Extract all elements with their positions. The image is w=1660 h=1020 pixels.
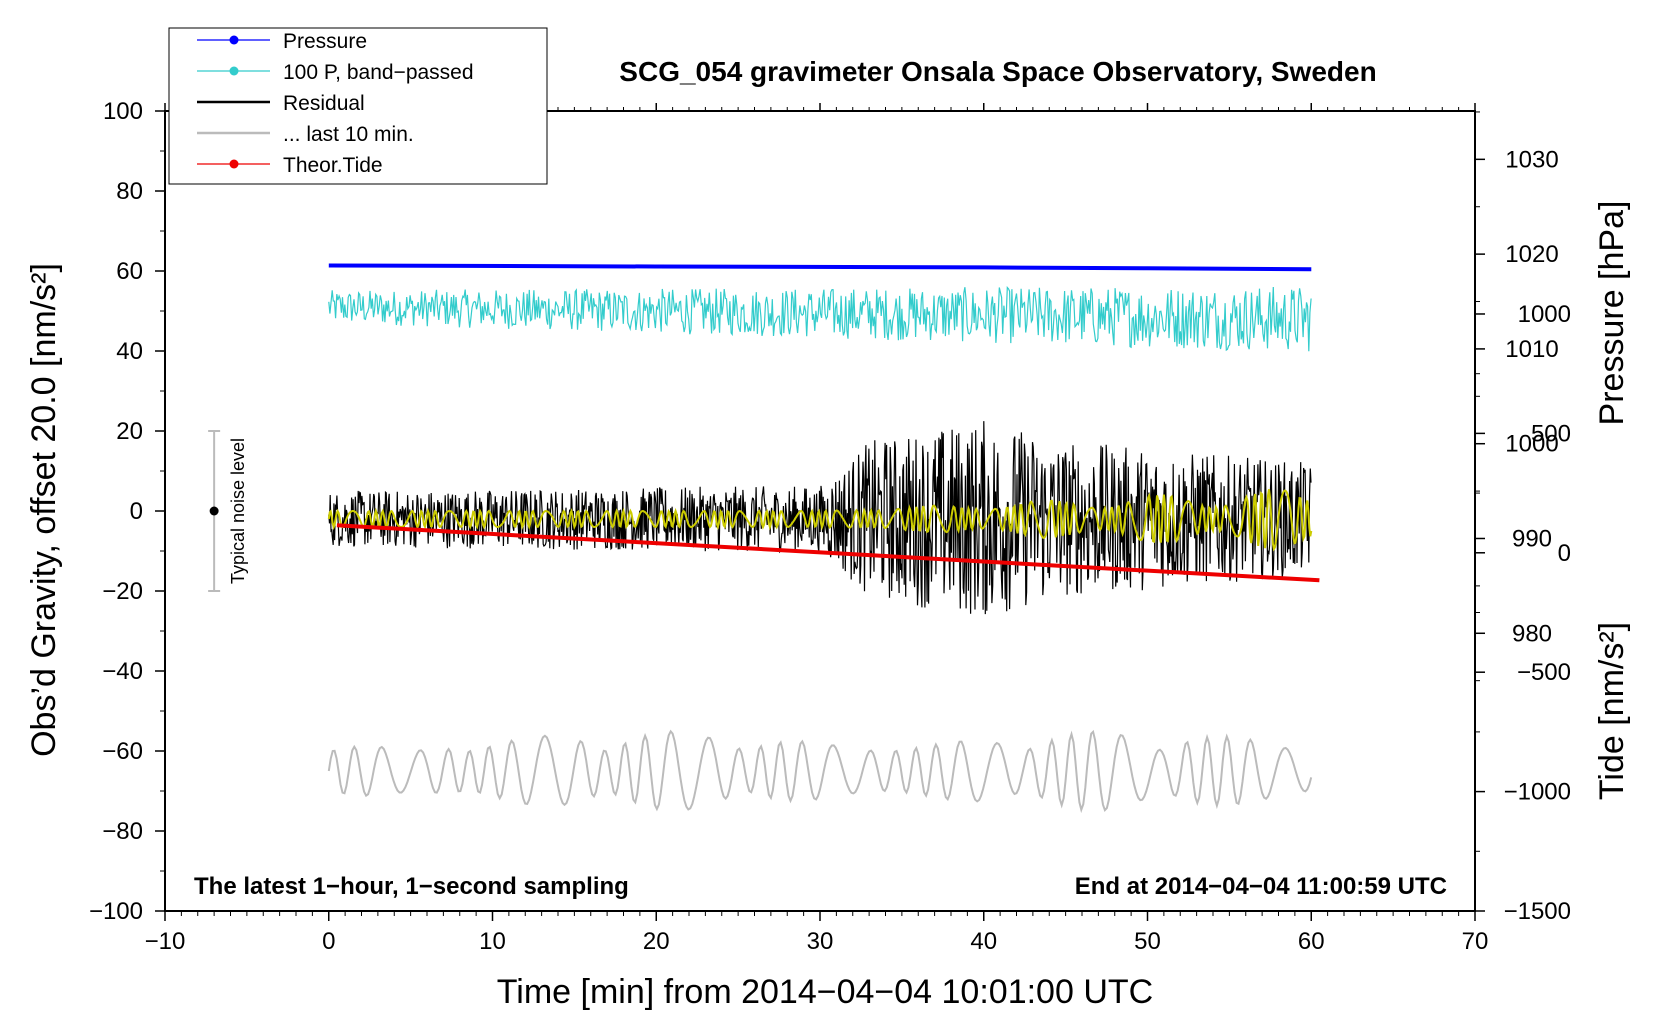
legend-label: Pressure — [283, 30, 367, 53]
legend-marker — [229, 159, 239, 169]
series-pressure — [328, 263, 1312, 272]
series-theoretical-tide — [336, 523, 1320, 583]
chart-title: SCG_054 gravimeter Onsala Space Observat… — [619, 56, 1376, 87]
pressure-tick-label: 1020 — [1505, 241, 1558, 268]
x-tick-label: 20 — [643, 928, 670, 955]
pressure-tick-label: 1030 — [1505, 146, 1558, 173]
x-tick-label: 70 — [1462, 928, 1489, 955]
y-tick-label: −100 — [89, 898, 143, 925]
series-last-10-min — [327, 729, 1313, 814]
y-tick-label: −80 — [102, 818, 143, 845]
y-tick-label: 80 — [116, 178, 143, 205]
series-band-passed-pressure — [328, 286, 1312, 352]
tide-tick-label: 500 — [1531, 420, 1571, 447]
y-tick-label: 40 — [116, 338, 143, 365]
tide-tick-label: 1000 — [1518, 301, 1571, 328]
y-axis-title-tide: Tide [nm/s²] — [1593, 622, 1631, 800]
pressure-tick-label: 980 — [1512, 620, 1552, 647]
legend-label: ... last 10 min. — [283, 123, 414, 146]
y-tick-label: −20 — [102, 578, 143, 605]
y-tick-label: 0 — [130, 498, 143, 525]
x-tick-label: 0 — [322, 928, 335, 955]
x-tick-label: 10 — [479, 928, 506, 955]
y-tick-label: 20 — [116, 418, 143, 445]
legend-label: Residual — [283, 92, 365, 115]
x-tick-label: 60 — [1298, 928, 1325, 955]
series-residual-smoothed — [327, 489, 1313, 552]
y-axis-title-pressure: Pressure [hPa] — [1593, 201, 1631, 426]
legend-label: 100 P, band−passed — [283, 61, 474, 84]
end-time-note: End at 2014−04−04 11:00:59 UTC — [1075, 873, 1447, 900]
x-axis-title: Time [min] from 2014−04−04 10:01:00 UTC — [497, 973, 1153, 1011]
legend-box — [168, 27, 548, 185]
pressure-tick-label: 990 — [1512, 525, 1552, 552]
tide-tick-label: −500 — [1517, 659, 1571, 686]
y-tick-label: −60 — [102, 738, 143, 765]
sampling-note: The latest 1−hour, 1−second sampling — [194, 873, 629, 900]
noise-level-marker: Typical noise level — [208, 430, 248, 592]
pressure-tick-label: 1010 — [1505, 336, 1558, 363]
axis-ticks: −10 0 10 20 30 40 50 60 70−100−80−60−40−20020406… — [89, 98, 1571, 955]
x-tick-label: 30 — [807, 928, 834, 955]
x-tick-label: −10 — [145, 928, 186, 955]
legend: Pressure 100 P, band−passed Residual ... la… — [168, 27, 548, 185]
y-tick-label: 100 — [103, 98, 143, 125]
tide-tick-label: 0 — [1558, 540, 1571, 567]
y-axis-title-left: Obs’d Gravity, offset 20.0 [nm/s²] — [25, 263, 63, 757]
x-tick-label: 40 — [970, 928, 997, 955]
legend-marker — [229, 66, 239, 76]
data-series — [327, 263, 1320, 814]
noise-point — [209, 506, 219, 516]
legend-marker — [229, 35, 239, 45]
plot-frame — [164, 110, 1476, 912]
tide-tick-label: −1000 — [1504, 779, 1571, 806]
y-tick-label: −40 — [102, 658, 143, 685]
x-tick-label: 50 — [1134, 928, 1161, 955]
tide-tick-label: −1500 — [1504, 898, 1571, 925]
y-tick-label: 60 — [116, 258, 143, 285]
legend-label: Theor.Tide — [283, 154, 383, 177]
noise-label: Typical noise level — [228, 438, 248, 584]
pressure-tick-label: 1000 — [1505, 431, 1558, 458]
